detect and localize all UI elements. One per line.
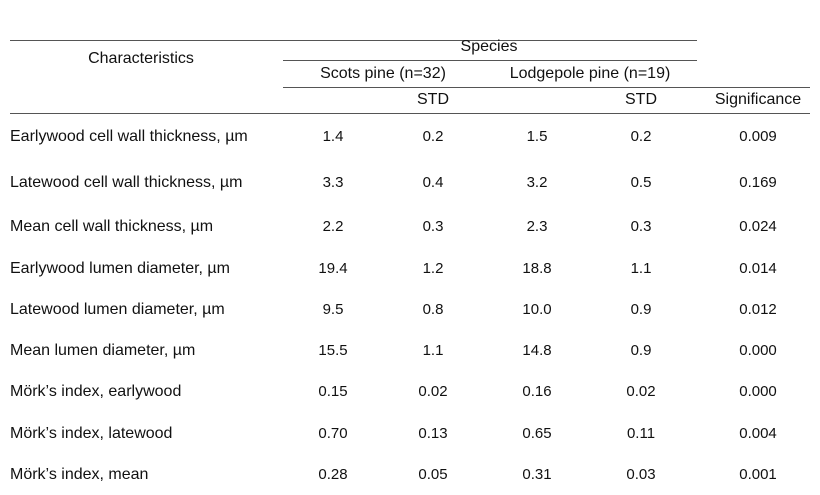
cell: 0.024 xyxy=(739,217,777,235)
cell: 0.004 xyxy=(739,424,777,442)
header-cell: Lodgepole pine (n=19) xyxy=(509,65,671,82)
row-label: Earlywood lumen diameter, µm xyxy=(10,259,230,277)
cell: 1.4 xyxy=(322,128,344,145)
cell: 19.4 xyxy=(318,259,348,277)
cell: 0.03 xyxy=(626,466,656,483)
row-label: Earlywood cell wall thickness, µm xyxy=(10,128,248,145)
cell: 0.012 xyxy=(739,301,777,318)
cell: 9.5 xyxy=(322,301,344,318)
cell: 1.2 xyxy=(422,259,444,277)
rule xyxy=(283,60,697,61)
cell: 0.13 xyxy=(418,424,448,442)
cell: 1.1 xyxy=(422,342,444,359)
cell: 0.4 xyxy=(422,174,444,191)
header-cell: Significance xyxy=(714,91,802,108)
cell: 0.11 xyxy=(626,424,656,442)
cell: 18.8 xyxy=(522,259,552,277)
cell: 0.001 xyxy=(739,466,777,483)
cell: 0.000 xyxy=(739,342,777,359)
cell: 1.1 xyxy=(630,259,652,277)
cell: 0.16 xyxy=(522,383,552,400)
cell: 0.2 xyxy=(422,128,444,145)
cell: 3.2 xyxy=(526,174,548,191)
cell: 0.2 xyxy=(630,128,652,145)
rule xyxy=(10,40,697,41)
cell: 0.5 xyxy=(630,174,652,191)
row-label: Mörk’s index, latewood xyxy=(10,424,173,442)
cell: 0.014 xyxy=(739,259,777,277)
cell: 0.70 xyxy=(318,424,348,442)
cell: 3.3 xyxy=(322,174,344,191)
cell: 1.5 xyxy=(526,128,548,145)
row-label: Mean lumen diameter, µm xyxy=(10,342,196,359)
rule xyxy=(283,87,810,88)
cell: 0.65 xyxy=(522,424,552,442)
header-cell: STD xyxy=(625,91,657,108)
header-cell: Characteristics xyxy=(88,50,194,67)
cell: 2.2 xyxy=(322,217,344,235)
cell: 0.9 xyxy=(630,342,652,359)
cell: 0.05 xyxy=(418,466,448,483)
cell: 10.0 xyxy=(522,301,552,318)
cell: 0.31 xyxy=(522,466,552,483)
cell: 0.3 xyxy=(422,217,444,235)
cell: 0.3 xyxy=(630,217,652,235)
cell: 0.15 xyxy=(318,383,348,400)
row-label: Mörk’s index, earlywood xyxy=(10,383,182,400)
cell: 0.000 xyxy=(739,383,777,400)
cell: 0.02 xyxy=(418,383,448,400)
cell: 0.28 xyxy=(318,466,348,483)
cell: 15.5 xyxy=(318,342,348,359)
row-label: Mörk’s index, mean xyxy=(10,466,149,483)
cell: 0.02 xyxy=(626,383,656,400)
cell: 14.8 xyxy=(522,342,552,359)
header-cell: STD xyxy=(417,91,449,108)
row-label: Latewood lumen diameter, µm xyxy=(10,301,225,318)
row-label: Mean cell wall thickness, µm xyxy=(10,217,214,235)
header-cell: Scots pine (n=32) xyxy=(320,65,446,82)
header-cell: Species xyxy=(460,38,518,55)
cell: 0.169 xyxy=(739,174,777,191)
cell: 2.3 xyxy=(526,217,548,235)
rule xyxy=(10,113,810,114)
cell: 0.9 xyxy=(630,301,652,318)
row-label: Latewood cell wall thickness, µm xyxy=(10,174,243,191)
cell: 0.009 xyxy=(739,128,777,145)
cell: 0.8 xyxy=(422,301,444,318)
